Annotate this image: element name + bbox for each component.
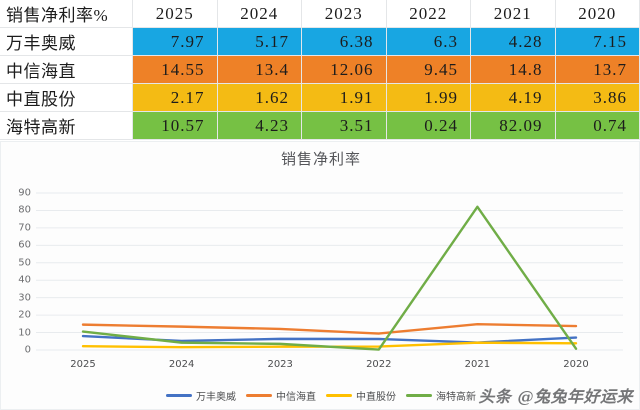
table-cell: 7.97 (132, 27, 218, 56)
chart-y-tick-label: 60 (18, 239, 31, 251)
table-row: 万丰奥威 7.97 5.17 6.38 6.3 4.28 7.15 (0, 27, 640, 56)
chart-series-line[interactable] (81, 205, 578, 351)
line-chart-panel[interactable]: 销售净利率 0 10 20 30 40 50 60 70 80 90 2025 2024 2023 20… (0, 141, 640, 410)
legend-color-swatch-icon (406, 394, 432, 397)
chart-x-tick-label: 2020 (563, 359, 589, 370)
chart-y-tick-label: 0 (24, 344, 31, 356)
legend-series-label: 中信海直 (276, 392, 316, 403)
chart-y-tick-label: 30 (18, 292, 31, 304)
chart-x-tick-label: 2023 (267, 359, 293, 370)
chart-x-tick-label: 2024 (168, 359, 195, 370)
table-cell: 6.3 (386, 27, 471, 56)
chart-legend-item[interactable]: 万丰奥威 (166, 388, 236, 403)
table-cell: 14.8 (470, 55, 556, 84)
chart-y-tick-label: 50 (18, 257, 31, 269)
chart-x-tick-label: 2021 (464, 359, 491, 370)
table-column-header: 2024 (217, 0, 302, 28)
table-cell: 5.17 (217, 27, 302, 56)
chart-y-tick-label: 40 (18, 274, 31, 286)
table-cell: 4.28 (470, 27, 556, 56)
table-row: 海特高新 10.57 4.23 3.51 0.24 82.09 0.74 (0, 111, 640, 140)
table-cell: 6.38 (301, 27, 387, 56)
chart-y-tick-label: 70 (18, 222, 31, 234)
data-table-panel: 销售净利率% 2025 2024 2023 2022 2021 2020 万丰奥威 7.97 5.… (0, 0, 640, 140)
chart-y-tick-label: 20 (18, 309, 31, 321)
chart-y-tick-label: 10 (18, 327, 31, 339)
chart-legend-item[interactable]: 中信海直 (246, 388, 316, 403)
watermark-text: 头条 @兔兔年好运来 (478, 387, 633, 406)
table-cell: 82.09 (470, 111, 556, 140)
chart-series-line[interactable] (81, 322, 578, 335)
table-column-header: 2021 (470, 0, 556, 28)
chart-legend-item[interactable]: 中直股份 (326, 388, 396, 403)
table-cell: 4.23 (217, 111, 302, 140)
table-cell: 2.17 (132, 83, 218, 112)
chart-x-tick-label: 2025 (70, 359, 96, 370)
chart-legend[interactable]: 万丰奥威 中信海直 中直股份 海特高新 (1, 388, 639, 403)
table-cell: 1.99 (386, 83, 471, 112)
data-table: 销售净利率% 2025 2024 2023 2022 2021 2020 万丰奥威 7.97 5.… (0, 0, 640, 140)
chart-x-tick-label: 2022 (366, 359, 392, 370)
table-row-label: 万丰奥威 (0, 27, 133, 56)
legend-color-swatch-icon (246, 394, 272, 397)
table-cell: 13.7 (555, 55, 640, 84)
legend-color-swatch-icon (166, 394, 192, 397)
table-column-header: 2025 (132, 0, 218, 28)
table-row: 中直股份 2.17 1.62 1.91 1.99 4.19 3.86 (0, 83, 640, 112)
table-cell: 13.4 (217, 55, 302, 84)
chart-legend-item[interactable]: 海特高新 (406, 388, 476, 403)
table-cell: 1.91 (301, 83, 387, 112)
table-corner-label: 销售净利率% (0, 0, 133, 28)
table-cell: 3.51 (301, 111, 387, 140)
table-cell: 14.55 (132, 55, 218, 84)
table-column-header: 2020 (555, 0, 640, 28)
legend-color-swatch-icon (326, 394, 352, 397)
table-cell: 10.57 (132, 111, 218, 140)
table-row-label: 海特高新 (0, 111, 133, 140)
table-header-row: 销售净利率% 2025 2024 2023 2022 2021 2020 (0, 0, 640, 28)
legend-series-label: 万丰奥威 (196, 392, 236, 403)
table-cell: 12.06 (301, 55, 387, 84)
chart-title: 销售净利率 (280, 150, 361, 168)
table-cell: 1.62 (217, 83, 302, 112)
chart-y-tick-label: 90 (18, 187, 31, 199)
table-row-label: 中信海直 (0, 55, 133, 84)
table-cell: 4.19 (470, 83, 556, 112)
legend-series-label: 海特高新 (436, 392, 476, 403)
table-cell: 7.15 (555, 27, 640, 56)
table-cell: 0.74 (555, 111, 640, 140)
legend-series-label: 中直股份 (356, 392, 396, 403)
chart-series-lines (81, 205, 578, 351)
table-row: 中信海直 14.55 13.4 12.06 9.45 14.8 13.7 (0, 55, 640, 84)
table-column-header: 2022 (386, 0, 471, 28)
chart-gridlines (36, 192, 623, 351)
table-cell: 9.45 (386, 55, 471, 84)
chart-y-tick-label: 80 (18, 204, 31, 216)
chart-plot-area (36, 192, 623, 351)
table-column-header: 2023 (301, 0, 387, 28)
table-row-label: 中直股份 (0, 83, 133, 112)
table-cell: 3.86 (555, 83, 640, 112)
table-cell: 0.24 (386, 111, 471, 140)
